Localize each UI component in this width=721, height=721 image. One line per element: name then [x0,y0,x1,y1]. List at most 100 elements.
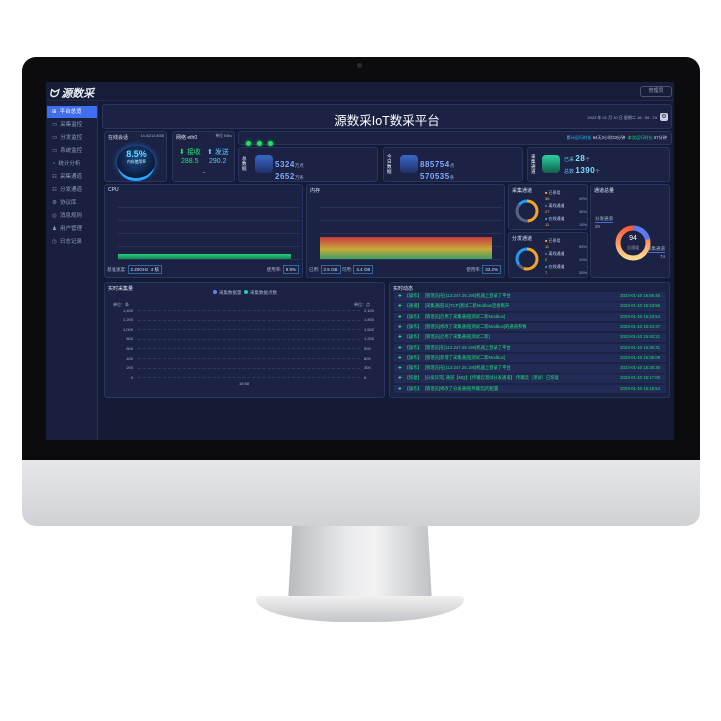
grid-icon: ⊞ [52,109,57,115]
y-tick-left: 1,000 [122,326,133,332]
pie-icon: ◔ [52,161,56,167]
capacity: 14.4/212.8GB [140,134,164,138]
sidebar-item[interactable]: ▭ 分发监控 [47,132,97,144]
sidebar-item[interactable]: ◎ 消息规则 [47,210,97,222]
log-row[interactable]: ✚ 【操作】 [管理员]在[113.247.25.190]机器上登录了平台 2023-… [394,364,666,373]
log-row[interactable]: ✚ 【操作】 [管理员]在[113.247.25.190]机器上登录了平台 2023-… [394,292,666,301]
acq-label: 采集通道 [647,246,665,253]
y-tick-left: 800 [126,336,133,342]
log-row[interactable]: ✚ 【操作】 [管理员]新增了采集通道[测试二新Modbus] 2023-01-10 … [394,353,666,363]
log-row[interactable]: ✚ 【操作】 [管理员]启用了采集通道[测试二新Modbus] 2023-01-10 … [394,312,666,322]
gridline [138,329,360,331]
sidebar-item-label: 日志记录 [59,239,82,245]
sidebar-item[interactable]: ⊞ 平台总览 [47,106,97,118]
legend-item[interactable]: 采集数据量 [213,290,242,295]
dist-channels-panel: 分发通道 ■ 已停用 11 55% ■ 离线通道 2 10% ■ 在线通道 7 35% [508,232,588,278]
sidebar-item[interactable]: ▭ 采集监控 [47,119,97,131]
session-card: 在线会话 14.4/212.8GB 8.5% 内存使用率 [104,131,167,182]
sidebar-item[interactable]: ♟ 用户管理 [47,223,97,235]
log-time: 2023-01-10 15:43:56 [620,303,660,309]
sidebar-item[interactable]: ☷ 采集通道 [47,171,97,183]
sidebar-item-label: 协议库 [59,200,77,206]
admin-button[interactable]: 管理员 [640,86,672,97]
log-row[interactable]: ✚ 【操作】 [管理员]启用了采集通道[测试二新] 2023-01-10 15:40:… [394,333,666,342]
plus-icon: ✚ [398,323,402,329]
send-value: 290.2 [209,158,227,165]
y-axis-left-label: 单位：条 [113,302,129,307]
channel-legend-item: ■ 已停用 36 49% [545,190,587,201]
logo: ᗢ 源数采 [49,88,95,100]
y-tick-left: 0 [130,374,133,380]
panel-title: CPU [108,187,119,193]
unit: 单位 KB/s [215,134,232,138]
log-text: [分发异常] 通道【MQ】【传输云测试分发通道】 传输云（测试）已恢复 [424,375,559,381]
log-row[interactable]: ✚ 【操作】 [管理员]修改了采集通道[测试二新Modbus]的通道参数 2023-0… [394,322,666,332]
log-tag: 【操作】 [404,313,422,319]
total-label: 总通道 [627,245,639,250]
gridline [138,348,360,350]
monitor-chin [22,460,700,526]
y-tick-right: 900 [364,345,371,351]
send-label: ⬆ 发送 [207,149,229,156]
gridline [138,338,360,340]
gridline [138,358,360,359]
data-icon [255,155,273,173]
sidebar-item[interactable]: ◔ 统计分析 [47,158,97,170]
log-row[interactable]: ✚ 【操作】 [管理员]在[113.247.25.190]机器上登录了平台 2023-… [394,343,666,352]
status-dot-icon [256,141,262,146]
donut-segment [515,199,539,223]
card-label: 总数据 [242,156,247,171]
log-tag: 【操作】 [404,293,422,298]
y-tick-right: 2,100 [364,307,375,313]
sidebar-item[interactable]: ⚙ 协议库 [47,197,97,209]
cpu-plot [118,195,300,261]
datetime: 2023 年 01 月 10 日 星期二 16 : 59 : 23 [587,115,657,120]
current-runtime-label: 本次运行时长 [627,135,653,140]
total-runtime: 64天2小时33分钟 [592,135,626,140]
log-text: [管理员]启用了采集通道[测试二新Modbus] [424,313,506,319]
total-rows: 2652万条 [275,172,304,181]
chart-legend: 采集数据量 采集数据点数 [213,290,277,296]
legend-item[interactable]: 采集数据点数 [244,290,277,295]
donut-segment [515,247,539,271]
log-text: [管理员]修改了分发通道[传输云]的配置 [424,385,499,391]
fullscreen-icon[interactable]: ⚙ [660,113,668,121]
log-time: 2023-01-10 15:28:30 [620,365,660,371]
sidebar-item[interactable]: ▭ 系统监控 [47,145,97,157]
network-card: 网络 eth0 单位 KB/s ⬇ 接收 ⬆ 发送 288.5 290.2 - [172,131,235,182]
log-text: [管理员]在[113.247.25.190]机器上登录了平台 [424,365,511,371]
panel-title: 通道总量 [594,188,615,194]
panel-title: 分发通道 [512,236,533,242]
recv-value: 288.5 [181,158,199,165]
sidebar-item-label: 系统监控 [60,148,83,154]
log-tag: 【操作】 [404,385,422,391]
log-text: [管理员]新增了采集通道[测试二新Modbus] [424,354,506,360]
sidebar-item[interactable]: ☷ 分发通道 [47,184,97,196]
plus-icon: ✚ [398,293,402,298]
y-tick-right: 0 [364,374,367,380]
y-tick-right: 600 [364,355,371,361]
channel-icon: ☷ [52,174,57,180]
log-row[interactable]: ✚ 【恢复】 [分发异常] 通道【MQ】【传输云测试分发通道】 传输云（测试）已恢复… [394,374,666,383]
plus-icon: ✚ [398,334,402,340]
log-time: 2023-01-10 15:15:54 [620,385,660,391]
dist-arc [615,225,651,261]
log-row[interactable]: ✚ 【通道】 [采集通道]以[TCP]测试二新Modbus连接断开 2023-01-1… [394,302,666,311]
sidebar-item[interactable]: ◷ 日志记录 [47,236,97,248]
log-text: [采集通道]以[TCP]测试二新Modbus连接断开 [424,303,510,309]
channel-legend-item: ■ 在线通道 11 15% [545,216,587,227]
log-time: 2023-01-10 15:43:37 [620,323,660,329]
acq-count: 74 [659,254,665,259]
sidebar-item-label: 统计分析 [58,161,81,167]
panel-title: 采集通道 [512,188,533,194]
card-title: 网络 eth0 [176,135,198,141]
channel-donut [515,199,539,223]
sidebar-item-label: 采集通道 [59,174,82,180]
channel-legend-item: ■ 离线通道 27 36% [545,203,587,214]
log-time: 2023-01-10 15:43:54 [620,313,660,319]
channel-summary-donut [615,225,651,261]
y-tick-left: 600 [126,345,133,351]
card-label: 采集通道 [531,154,536,174]
log-row[interactable]: ✚ 【操作】 [管理员]修改了分发通道[传输云]的配置 2023-01-10 15:1… [394,384,666,394]
gridline [138,319,360,321]
